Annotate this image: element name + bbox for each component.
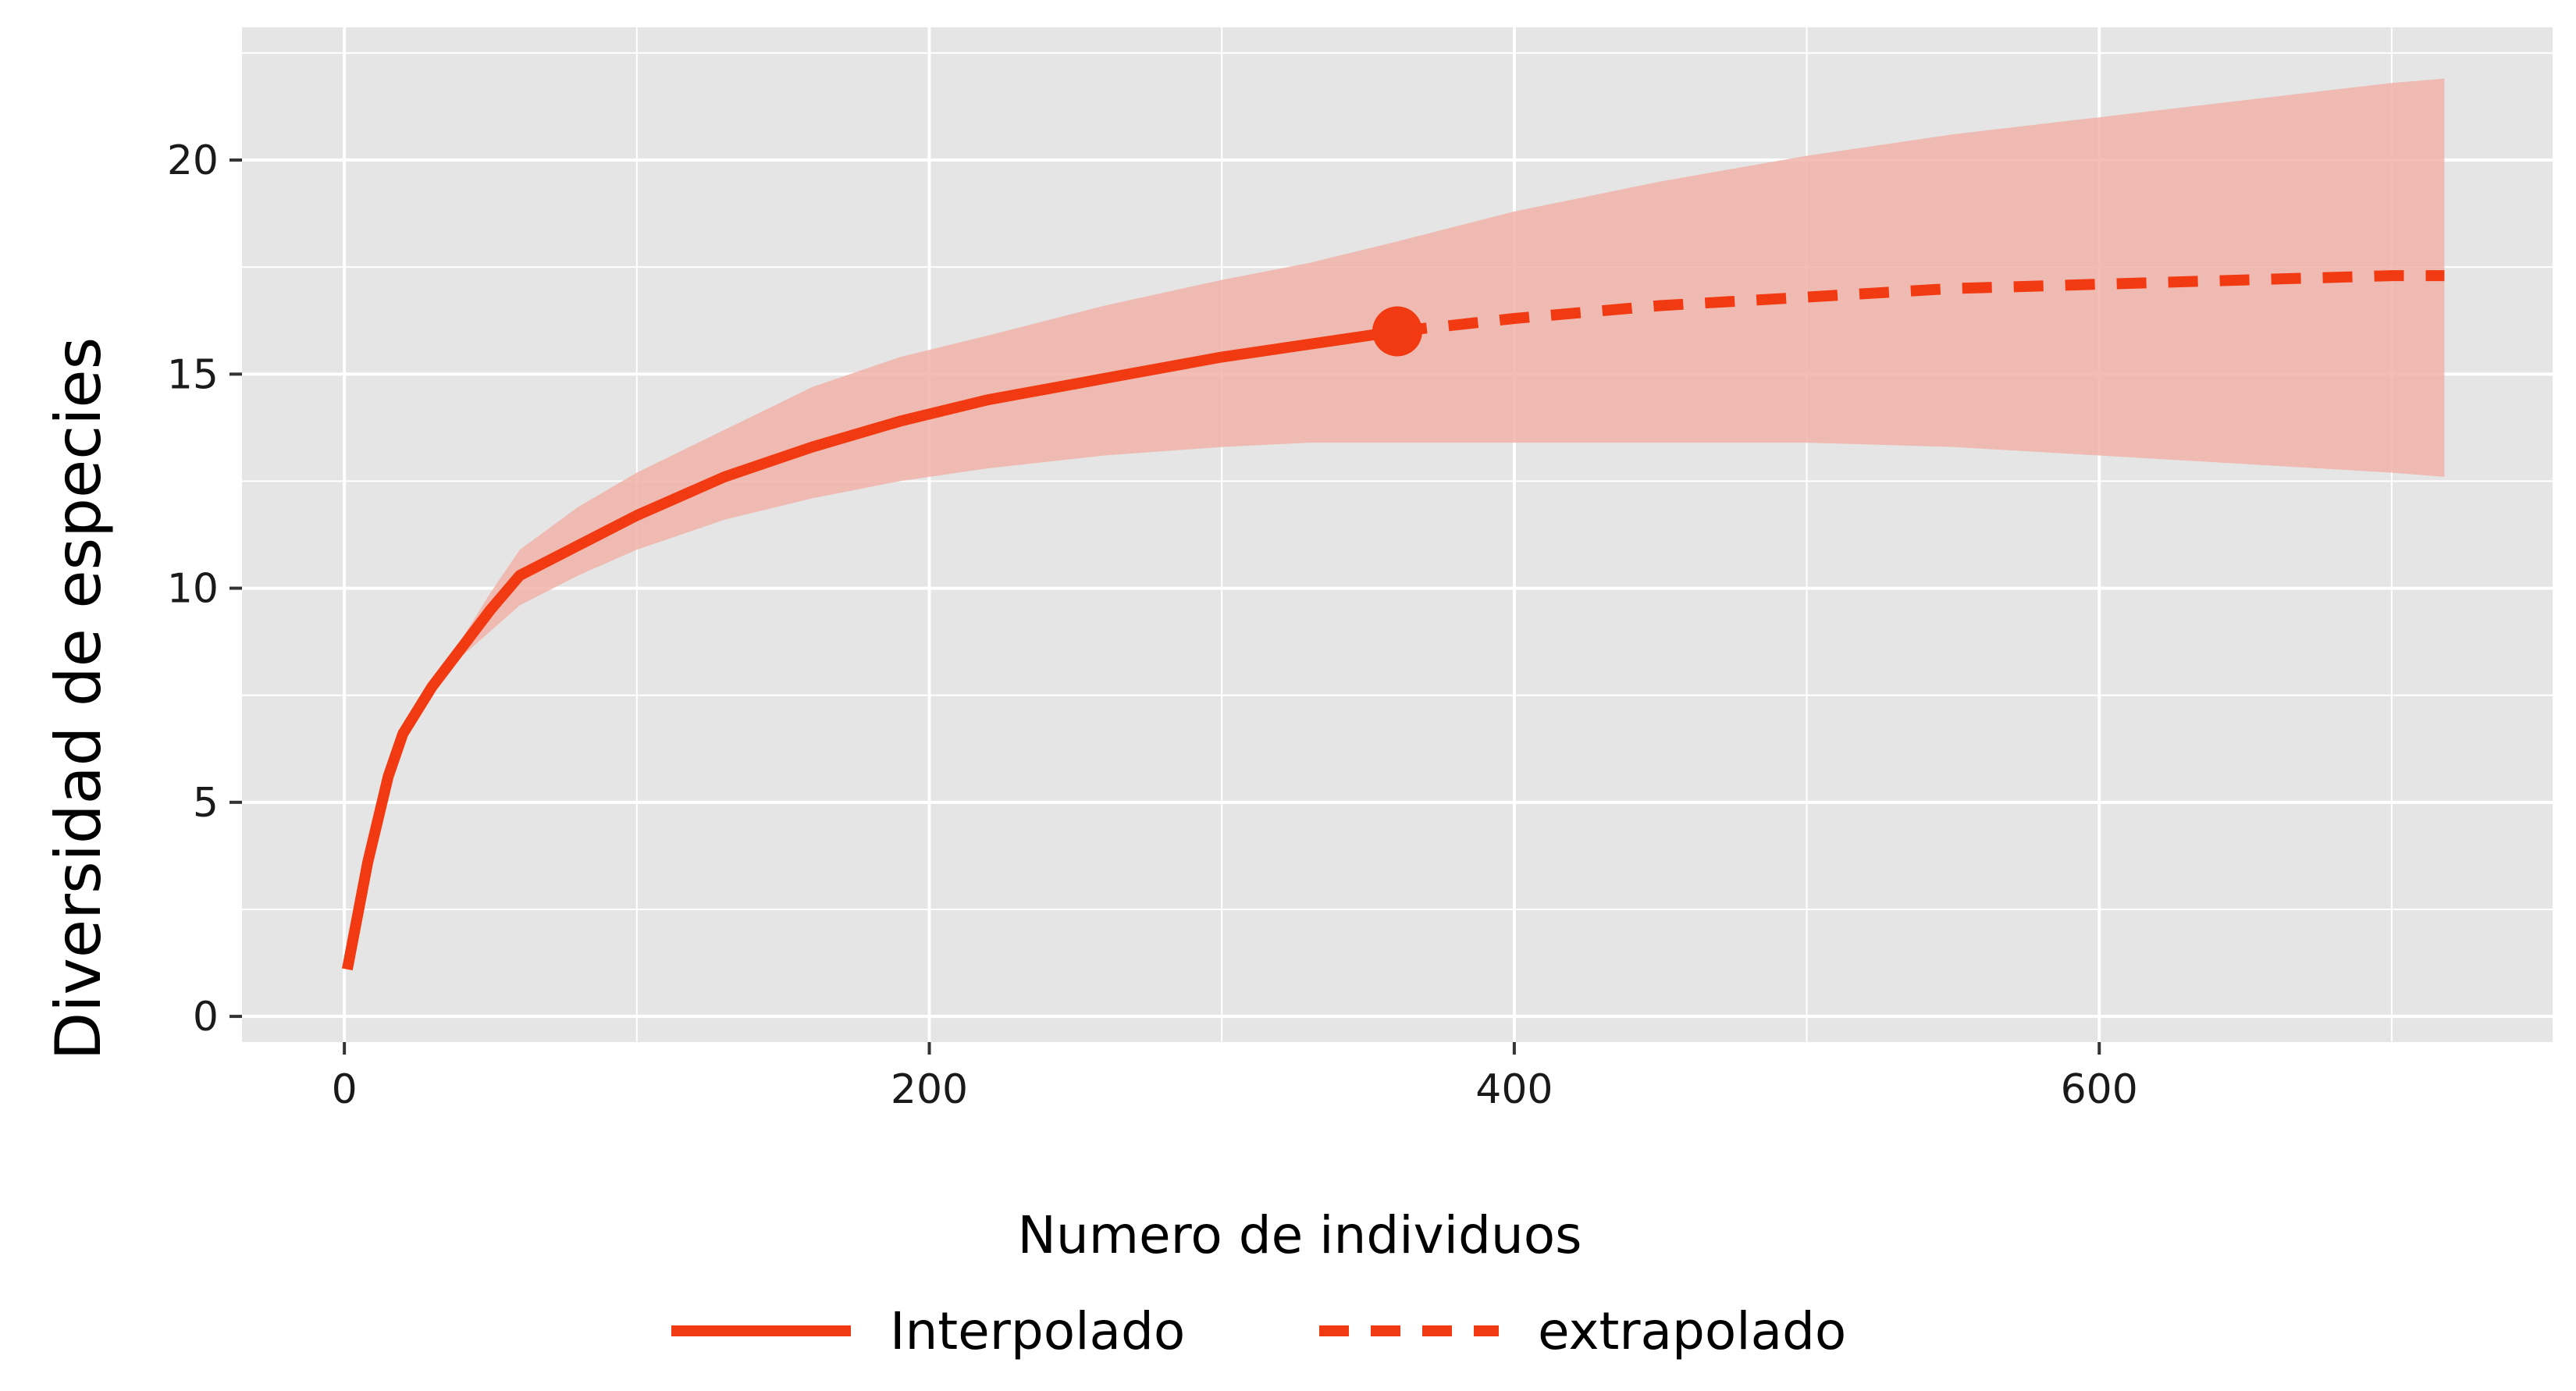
y-tick-label: 15 — [167, 351, 219, 398]
y-tick-label: 10 — [167, 566, 219, 613]
y-tick-label: 0 — [193, 994, 219, 1041]
observed-point — [1372, 306, 1422, 357]
y-tick-label: 5 — [193, 780, 219, 827]
legend-label-extrapolado: extrapolado — [1538, 1301, 1846, 1361]
x-tick-label: 200 — [891, 1066, 968, 1113]
x-tick-label: 0 — [332, 1066, 358, 1113]
series-line-interpolado — [342, 326, 1399, 971]
series-line-extrapolado — [1397, 270, 2445, 337]
y-axis: 0 5 10 15 20 — [167, 137, 242, 1041]
legend: Interpolado extrapolado — [671, 1301, 1846, 1361]
series-lines — [342, 270, 2445, 971]
x-tick-label: 400 — [1475, 1066, 1553, 1113]
x-axis: 0 200 400 600 — [332, 1042, 2138, 1113]
legend-label-interpolado: Interpolado — [890, 1301, 1185, 1361]
ribbon-extrapolado — [1397, 78, 2445, 477]
x-axis-title: Numero de individuos — [1018, 1205, 1582, 1265]
observed-points — [1372, 306, 1422, 357]
grid-major — [242, 27, 2553, 1042]
y-axis-title: Diversidad de especies — [42, 337, 115, 1061]
y-tick-label: 20 — [167, 137, 219, 184]
x-tick-label: 600 — [2061, 1066, 2138, 1113]
ribbon-interpolado — [347, 241, 1397, 969]
confidence-band — [347, 78, 2445, 969]
